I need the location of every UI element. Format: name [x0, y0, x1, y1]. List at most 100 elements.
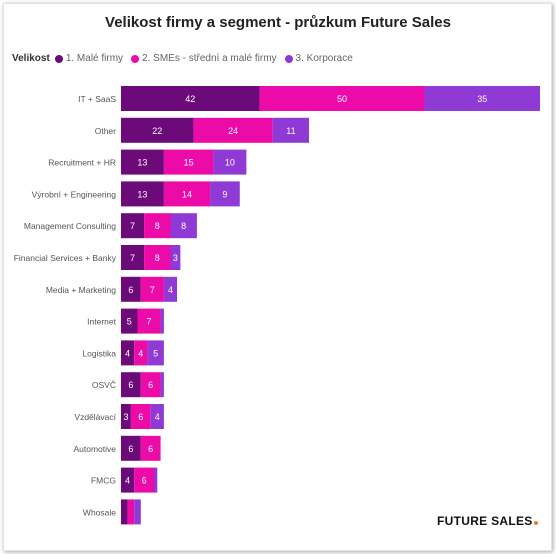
data-label: 24	[228, 126, 238, 136]
bar-segment[interactable]	[424, 86, 540, 111]
legend-item-small[interactable]: 1. Malé firmy	[54, 53, 123, 64]
bar-segment[interactable]	[137, 308, 161, 334]
bar-segment[interactable]	[153, 467, 158, 493]
bar-segment[interactable]	[121, 467, 135, 493]
bar-segment[interactable]	[259, 86, 425, 111]
bar-segment[interactable]	[170, 245, 181, 270]
bar-segment[interactable]	[121, 213, 145, 239]
data-label: 6	[142, 476, 147, 486]
legend-title: Velikost	[12, 53, 50, 64]
data-label: 4	[168, 285, 173, 295]
data-label: 6	[128, 380, 133, 390]
bar-segment[interactable]	[121, 181, 164, 207]
bar-segment[interactable]	[134, 499, 141, 525]
category-label: Other	[95, 126, 116, 136]
data-label: 4	[138, 348, 143, 358]
bar-segment[interactable]	[160, 372, 164, 398]
bar-segment[interactable]	[160, 308, 164, 334]
category-label: Financial Services + Banky	[14, 253, 117, 263]
bar-segment[interactable]	[272, 117, 310, 143]
legend-dot-smes	[131, 54, 140, 63]
legend: Velikost 1. Malé firmy 2. SMEs - střední…	[12, 53, 361, 64]
category-label: Management Consulting	[24, 221, 116, 231]
legend-item-smes[interactable]: 2. SMEs - střední a malé firmy	[131, 53, 277, 64]
bar-segment[interactable]	[140, 276, 164, 302]
bar-segment[interactable]	[163, 181, 211, 207]
bar-segment[interactable]	[163, 149, 214, 175]
bar-segment[interactable]	[121, 308, 138, 334]
data-label: 9	[222, 189, 227, 199]
data-label: 15	[184, 158, 194, 168]
data-label: 3	[173, 253, 178, 263]
bar-segment[interactable]	[121, 276, 141, 302]
data-label: 3	[123, 412, 128, 422]
bar-segment[interactable]	[121, 435, 141, 461]
data-label: 4	[125, 348, 130, 358]
chart-title: Velikost firmy a segment - průzkum Futur…	[105, 14, 451, 31]
brand-text: FUTURE SALES	[437, 514, 533, 528]
data-label: 11	[286, 126, 295, 136]
bar-segment[interactable]	[134, 467, 154, 493]
legend-label-smes: 2. SMEs - střední a malé firmy	[142, 53, 277, 64]
category-label: IT + SaaS	[78, 94, 116, 104]
brand-logo: FUTURE SALES	[437, 514, 538, 528]
bar-segment[interactable]	[121, 86, 260, 111]
category-label: Výrobní + Engineering	[32, 189, 117, 199]
bar-segment[interactable]	[213, 149, 247, 175]
bar-segment[interactable]	[121, 499, 128, 525]
category-label: Vzdělávací	[74, 412, 116, 422]
bar-segment[interactable]	[144, 245, 171, 270]
bar-segment[interactable]	[170, 213, 197, 239]
bar-segment[interactable]	[210, 181, 240, 207]
bar-segment[interactable]	[121, 372, 141, 398]
bar-segment[interactable]	[144, 213, 171, 239]
data-label: 35	[477, 94, 487, 104]
bar-segment[interactable]	[121, 149, 164, 175]
category-label: Whosale	[83, 507, 116, 517]
data-label: 50	[337, 94, 347, 104]
data-label: 6	[148, 380, 153, 390]
data-label: 22	[152, 126, 162, 136]
data-label: 8	[155, 253, 160, 263]
data-label: 6	[128, 285, 133, 295]
category-label: Recruitment + HR	[48, 158, 116, 168]
bar-segment[interactable]	[134, 340, 148, 366]
data-label: 42	[185, 94, 195, 104]
bar-segment[interactable]	[121, 117, 194, 143]
legend-label-corporate: 3. Korporace	[295, 53, 353, 64]
data-label: 7	[150, 285, 155, 295]
category-label: OSVČ	[92, 380, 116, 390]
bar-segment[interactable]	[193, 117, 273, 143]
data-label: 6	[138, 412, 143, 422]
brand-dot	[533, 521, 538, 525]
data-label: 7	[147, 317, 152, 327]
data-label: 8	[181, 221, 186, 231]
category-label: FMCG	[91, 476, 116, 486]
bar-segment[interactable]	[150, 404, 164, 429]
bar-segment[interactable]	[127, 499, 135, 525]
data-label: 8	[155, 221, 160, 231]
data-label: 6	[128, 444, 133, 454]
legend-dot-small	[54, 54, 63, 63]
data-label: 5	[153, 348, 158, 358]
bar-segment[interactable]	[121, 404, 131, 429]
category-label: Media + Marketing	[46, 285, 116, 295]
data-label: 10	[225, 158, 235, 168]
bar-segment[interactable]	[147, 340, 164, 366]
bar-segment[interactable]	[121, 245, 145, 270]
bar-segment[interactable]	[121, 340, 135, 366]
data-label: 14	[182, 189, 192, 199]
data-label: 7	[130, 253, 135, 263]
bar-segment[interactable]	[163, 276, 178, 302]
data-label: 13	[137, 189, 147, 199]
data-label: 6	[148, 444, 153, 454]
bar-segment[interactable]	[140, 372, 161, 398]
data-label: 4	[155, 412, 160, 422]
bar-segment[interactable]	[130, 404, 151, 429]
legend-item-corporate[interactable]: 3. Korporace	[284, 53, 353, 64]
bar-segment[interactable]	[140, 435, 161, 461]
data-label: 13	[137, 158, 147, 168]
category-label: Internet	[87, 317, 116, 327]
legend-dot-corporate	[284, 54, 293, 63]
